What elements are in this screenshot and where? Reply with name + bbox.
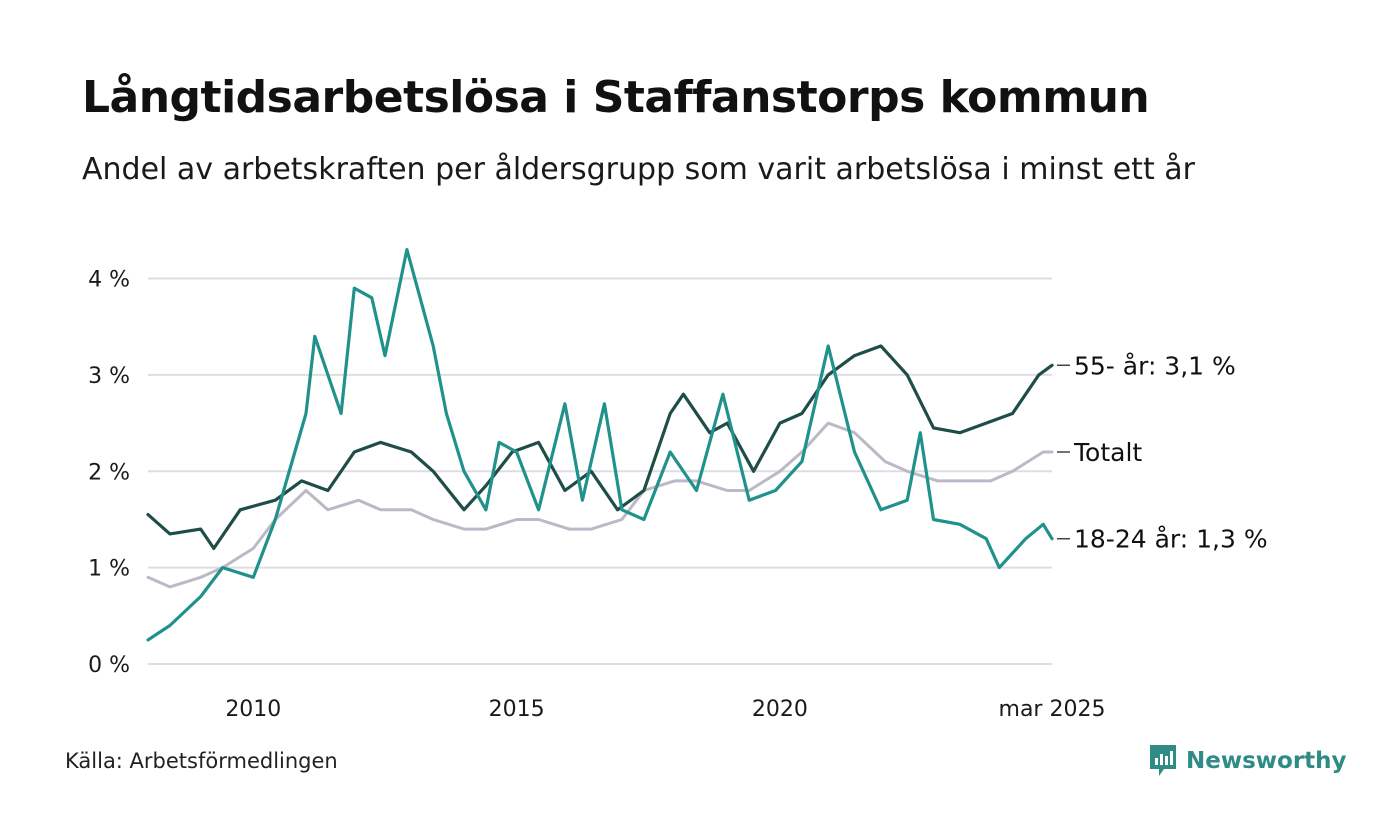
- y-tick-label: 3 %: [88, 364, 130, 389]
- y-axis: 0 % 1 % 2 % 3 % 4 %: [88, 268, 130, 678]
- x-tick-label: 2015: [489, 697, 545, 722]
- y-tick-label: 2 %: [88, 460, 130, 485]
- grid-lines: [148, 277, 1052, 665]
- series-line-2: [146, 248, 1054, 642]
- series-end-label: 55- år: 3,1 %: [1074, 351, 1236, 380]
- series-end-label: Totalt: [1073, 438, 1142, 467]
- series-end-labels: Totalt 55- år: 3,1 % 18-24 år: 1,3 %: [1057, 351, 1268, 554]
- x-tick-label: 2010: [225, 697, 281, 722]
- y-tick-label: 1 %: [88, 557, 130, 582]
- source-note: Källa: Arbetsförmedlingen: [65, 749, 338, 773]
- chart-subtitle: Andel av arbetskraften per åldersgrupp s…: [82, 152, 1195, 187]
- y-tick-label: 0 %: [88, 653, 130, 678]
- y-tick-label: 4 %: [88, 268, 130, 293]
- brand-logo: Newsworthy: [1148, 743, 1347, 779]
- chart-title: Långtidsarbetslösa i Staffanstorps kommu…: [82, 72, 1150, 123]
- x-tick-label: 2020: [752, 697, 808, 722]
- series-lines: [146, 248, 1054, 642]
- series-line-1: [146, 344, 1054, 550]
- series-end-label: 18-24 år: 1,3 %: [1074, 525, 1268, 554]
- x-tick-label: mar 2025: [999, 697, 1106, 722]
- brand-name: Newsworthy: [1186, 748, 1347, 774]
- x-axis: 2010 2015 2020 mar 2025: [225, 697, 1105, 722]
- newsworthy-logo-icon: [1150, 745, 1176, 776]
